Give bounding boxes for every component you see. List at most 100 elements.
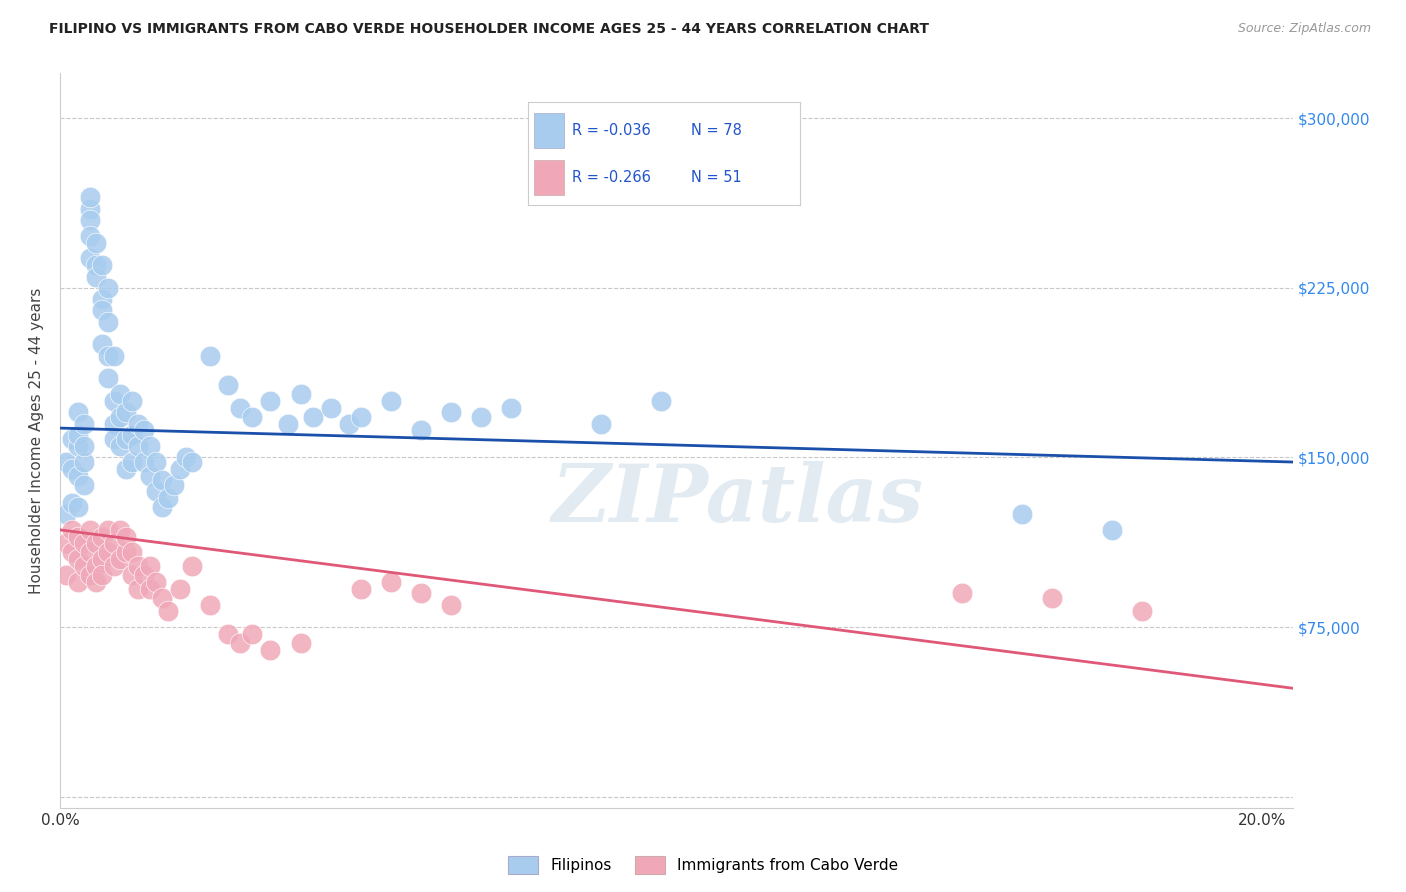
Point bbox=[91, 568, 114, 582]
Point bbox=[97, 545, 120, 559]
Point bbox=[163, 477, 186, 491]
Point bbox=[115, 433, 138, 447]
Point bbox=[169, 462, 191, 476]
Point bbox=[91, 530, 114, 544]
Point bbox=[157, 604, 180, 618]
Point bbox=[79, 190, 101, 204]
Point bbox=[97, 371, 120, 385]
Point bbox=[150, 500, 173, 515]
Point bbox=[79, 213, 101, 227]
Point bbox=[91, 292, 114, 306]
Point bbox=[145, 574, 167, 589]
Point bbox=[145, 455, 167, 469]
Point bbox=[73, 477, 96, 491]
Legend: Filipinos, Immigrants from Cabo Verde: Filipinos, Immigrants from Cabo Verde bbox=[502, 850, 904, 880]
Point bbox=[127, 559, 149, 574]
Point bbox=[217, 627, 239, 641]
Point bbox=[121, 568, 143, 582]
Point bbox=[319, 401, 342, 415]
Point bbox=[67, 405, 90, 419]
Point bbox=[440, 405, 463, 419]
Point bbox=[84, 235, 107, 250]
Point bbox=[174, 450, 197, 465]
Point bbox=[97, 349, 120, 363]
Point bbox=[181, 559, 204, 574]
Point bbox=[60, 433, 83, 447]
Point bbox=[79, 523, 101, 537]
Point bbox=[91, 552, 114, 566]
Point bbox=[79, 545, 101, 559]
Point bbox=[440, 598, 463, 612]
Text: FILIPINO VS IMMIGRANTS FROM CABO VERDE HOUSEHOLDER INCOME AGES 25 - 44 YEARS COR: FILIPINO VS IMMIGRANTS FROM CABO VERDE H… bbox=[49, 22, 929, 37]
Point bbox=[139, 468, 162, 483]
Point bbox=[181, 455, 204, 469]
Point bbox=[150, 591, 173, 605]
Point bbox=[150, 473, 173, 487]
Point bbox=[67, 530, 90, 544]
Point bbox=[127, 582, 149, 596]
Point bbox=[277, 417, 299, 431]
Point bbox=[217, 378, 239, 392]
Point bbox=[103, 433, 125, 447]
Point bbox=[1011, 507, 1033, 521]
Point bbox=[350, 409, 373, 424]
Point bbox=[127, 439, 149, 453]
Point bbox=[103, 417, 125, 431]
Point bbox=[97, 523, 120, 537]
Point bbox=[229, 636, 252, 650]
Point bbox=[73, 559, 96, 574]
Point bbox=[139, 582, 162, 596]
Point bbox=[97, 315, 120, 329]
Point bbox=[127, 417, 149, 431]
Point bbox=[380, 393, 402, 408]
Point bbox=[67, 468, 90, 483]
Point bbox=[1101, 523, 1123, 537]
Point bbox=[229, 401, 252, 415]
Point bbox=[200, 598, 222, 612]
Point bbox=[350, 582, 373, 596]
Text: ZIPatlas: ZIPatlas bbox=[551, 460, 924, 538]
Point bbox=[60, 545, 83, 559]
Point bbox=[60, 462, 83, 476]
Point bbox=[121, 428, 143, 442]
Point bbox=[409, 423, 432, 437]
Point bbox=[84, 258, 107, 272]
Point bbox=[84, 559, 107, 574]
Point bbox=[121, 455, 143, 469]
Point bbox=[103, 536, 125, 550]
Point bbox=[55, 455, 77, 469]
Point bbox=[108, 387, 131, 401]
Point bbox=[91, 303, 114, 318]
Point bbox=[157, 491, 180, 506]
Point bbox=[67, 552, 90, 566]
Point bbox=[115, 405, 138, 419]
Point bbox=[139, 439, 162, 453]
Point bbox=[169, 582, 191, 596]
Point bbox=[134, 455, 156, 469]
Point bbox=[409, 586, 432, 600]
Point bbox=[67, 500, 90, 515]
Point bbox=[79, 252, 101, 266]
Point bbox=[259, 393, 281, 408]
Point bbox=[84, 536, 107, 550]
Point bbox=[103, 349, 125, 363]
Point bbox=[60, 496, 83, 510]
Point bbox=[242, 627, 264, 641]
Point bbox=[91, 337, 114, 351]
Point bbox=[108, 409, 131, 424]
Point bbox=[73, 439, 96, 453]
Point bbox=[115, 462, 138, 476]
Point bbox=[301, 409, 323, 424]
Point bbox=[67, 439, 90, 453]
Point bbox=[290, 636, 312, 650]
Point bbox=[139, 559, 162, 574]
Point bbox=[200, 349, 222, 363]
Point bbox=[84, 574, 107, 589]
Point bbox=[950, 586, 973, 600]
Point bbox=[91, 258, 114, 272]
Point bbox=[337, 417, 360, 431]
Point bbox=[79, 202, 101, 216]
Point bbox=[290, 387, 312, 401]
Point bbox=[259, 642, 281, 657]
Point bbox=[55, 536, 77, 550]
